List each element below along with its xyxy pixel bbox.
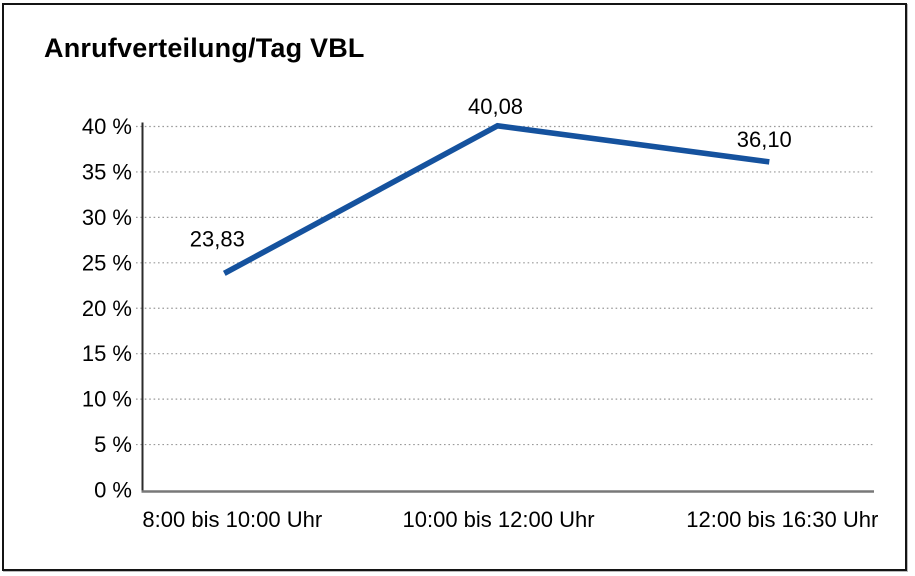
data-point-label: 40,08 xyxy=(468,94,523,119)
y-tick-label: 15 % xyxy=(82,341,132,366)
y-tick-label: 10 % xyxy=(82,387,132,412)
y-tick-label: 30 % xyxy=(82,205,132,230)
series-line xyxy=(222,122,770,276)
data-point-label: 36,10 xyxy=(737,127,792,152)
y-tick-label: 20 % xyxy=(82,296,132,321)
chart-title: Anrufverteilung/Tag VBL xyxy=(44,33,365,63)
x-tick-label: 12:00 bis 16:30 Uhr xyxy=(686,507,878,532)
y-tick-label: 40 % xyxy=(82,114,132,139)
data-point-label: 23,83 xyxy=(190,226,245,251)
y-tick-label: 25 % xyxy=(82,250,132,275)
y-tick-label: 35 % xyxy=(82,159,132,184)
chart-border-frame: Anrufverteilung/Tag VBL xyxy=(2,3,907,571)
y-tick-label: 5 % xyxy=(94,432,132,457)
x-tick-label: 10:00 bis 12:00 Uhr xyxy=(403,507,595,532)
y-tick-label: 0 % xyxy=(94,478,132,503)
x-tick-label: 8:00 bis 10:00 Uhr xyxy=(142,507,322,532)
